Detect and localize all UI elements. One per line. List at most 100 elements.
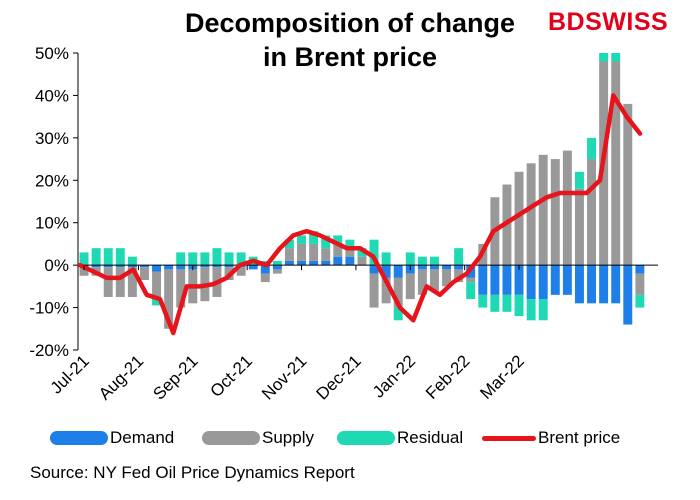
bar-residual <box>345 239 355 249</box>
x-tick-label: Jan-22 <box>369 351 419 401</box>
bar-residual <box>587 137 597 160</box>
bar-supply <box>345 248 355 257</box>
bar-demand <box>321 260 331 266</box>
bar-residual <box>599 53 609 62</box>
bar-residual <box>635 294 645 308</box>
bar-demand <box>248 265 258 270</box>
bar-demand <box>127 265 137 268</box>
bar-supply <box>526 163 536 266</box>
bar-demand <box>309 260 319 266</box>
bar-demand <box>454 265 464 270</box>
bar-supply <box>139 267 149 280</box>
bar-demand <box>574 265 584 304</box>
legend-label-brent-price: Brent price <box>538 428 621 447</box>
bar-residual <box>127 256 137 266</box>
bar-residual <box>297 235 307 244</box>
bar-demand <box>502 265 512 295</box>
legend-swatch-residual <box>337 431 395 445</box>
x-tick-label: Nov-21 <box>258 351 310 403</box>
bar-supply <box>236 267 246 276</box>
bar-demand <box>429 265 439 270</box>
bar-demand <box>212 265 222 268</box>
bar-residual <box>200 252 210 266</box>
source-note: Source: NY Fed Oil Price Dynamics Report <box>30 463 355 482</box>
bar-residual <box>79 252 89 266</box>
legend-line-brent-price <box>482 435 536 441</box>
x-tick-label: Oct-21 <box>206 351 256 401</box>
bar-demand <box>139 265 149 268</box>
logo-part-bd: BD <box>548 8 586 36</box>
x-tick-label: Feb-22 <box>422 351 474 403</box>
bar-residual <box>369 239 379 266</box>
legend-swatch-supply <box>202 431 260 445</box>
bar-residual <box>321 235 331 249</box>
bar-residual <box>466 282 476 300</box>
bar-demand <box>260 265 270 274</box>
bar-supply <box>369 273 379 308</box>
bar-residual <box>502 294 512 312</box>
y-tick-label: -10% <box>29 299 69 318</box>
logo-part-swiss: SWISS <box>585 8 669 36</box>
bar-demand <box>200 265 210 268</box>
bar-residual <box>526 299 536 321</box>
bar-demand <box>623 265 633 325</box>
bar-residual <box>381 252 391 266</box>
y-tick-label: 40% <box>35 86 69 105</box>
bar-demand <box>369 265 379 274</box>
bar-supply <box>297 243 307 261</box>
bar-residual <box>188 252 198 266</box>
bar-residual <box>429 256 439 266</box>
bar-demand <box>417 265 427 270</box>
bar-residual <box>272 260 282 266</box>
bar-supply <box>115 267 125 297</box>
bar-demand <box>272 265 282 270</box>
bar-supply <box>611 61 621 266</box>
bar-supply <box>381 277 391 304</box>
bar-demand <box>587 265 597 304</box>
bar-residual <box>91 248 101 266</box>
y-tick-label: 20% <box>35 171 69 190</box>
bar-supply <box>538 154 548 266</box>
bar-residual <box>538 299 548 321</box>
chart-title-line1: Decomposition of change <box>184 8 516 38</box>
bar-supply <box>405 273 415 300</box>
bar-demand <box>164 265 174 270</box>
bar-demand <box>333 256 343 266</box>
legend-item-brent-price: Brent price <box>482 427 620 449</box>
bar-supply <box>103 267 113 297</box>
bar-residual <box>224 252 234 266</box>
bar-residual <box>115 248 125 266</box>
legend-label-residual: Residual <box>397 428 464 447</box>
bar-demand <box>490 265 500 295</box>
bar-supply <box>284 248 294 261</box>
bar-demand <box>442 265 452 270</box>
bar-supply <box>454 269 464 283</box>
bar-demand <box>478 265 488 295</box>
bar-demand <box>176 265 186 270</box>
bar-supply <box>393 277 403 308</box>
x-tick-label: Sep-21 <box>149 351 201 403</box>
bar-supply <box>333 243 343 257</box>
bar-demand <box>284 260 294 266</box>
bar-demand <box>297 260 307 266</box>
bar-demand <box>562 265 572 295</box>
bar-residual <box>284 239 294 249</box>
bar-demand <box>393 265 403 278</box>
bdswiss-logo: BDSWISS <box>548 8 668 37</box>
chart-title: Decomposition of change in Brent price <box>120 6 580 74</box>
bar-demand <box>526 265 536 300</box>
bar-demand <box>91 265 101 268</box>
bar-supply <box>127 267 137 297</box>
bar-supply <box>442 269 452 287</box>
bar-demand <box>224 265 234 268</box>
x-tick-label: Aug-21 <box>95 351 147 403</box>
bar-supply <box>79 267 89 276</box>
bar-supply <box>176 269 186 308</box>
bar-supply <box>357 256 367 266</box>
bar-residual <box>103 248 113 266</box>
bar-residual <box>405 252 415 266</box>
bar-supply <box>429 269 439 291</box>
bar-supply <box>321 248 331 261</box>
x-tick-label: Mar-22 <box>476 351 528 403</box>
